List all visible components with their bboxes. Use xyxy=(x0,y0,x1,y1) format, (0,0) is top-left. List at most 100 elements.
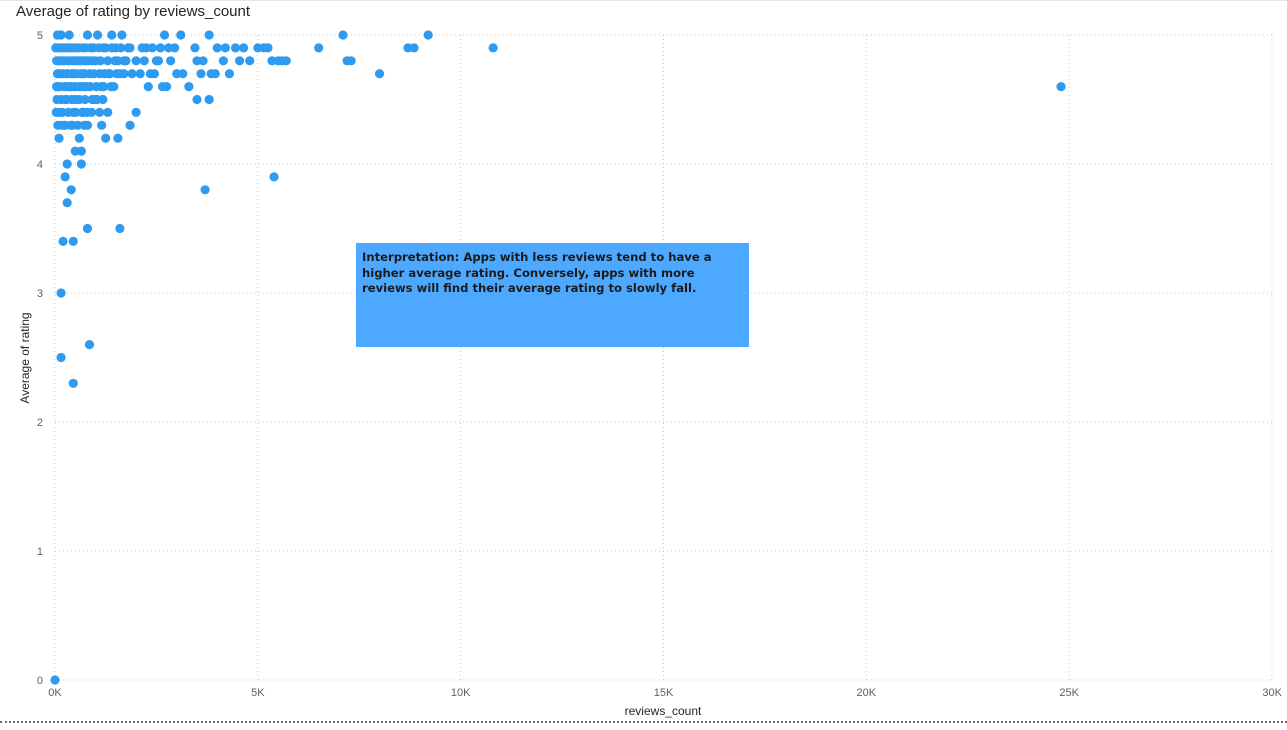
data-point[interactable] xyxy=(64,30,74,40)
data-point[interactable] xyxy=(423,30,433,40)
data-point[interactable] xyxy=(342,56,352,66)
data-point[interactable] xyxy=(113,133,123,143)
data-point[interactable] xyxy=(82,223,93,234)
data-point[interactable] xyxy=(245,56,255,66)
data-point[interactable] xyxy=(84,340,95,350)
data-point[interactable] xyxy=(159,30,170,40)
data-point[interactable] xyxy=(80,94,90,105)
data-point[interactable] xyxy=(141,43,151,53)
data-point[interactable] xyxy=(63,107,73,117)
data-point[interactable] xyxy=(103,107,113,117)
data-point[interactable] xyxy=(50,675,60,685)
data-point[interactable] xyxy=(200,185,210,195)
data-point[interactable] xyxy=(64,43,74,53)
data-point[interactable] xyxy=(82,107,92,117)
data-point[interactable] xyxy=(259,43,269,53)
data-point[interactable] xyxy=(52,30,63,40)
data-point[interactable] xyxy=(53,82,63,92)
data-point[interactable] xyxy=(107,43,117,53)
data-point[interactable] xyxy=(196,69,206,79)
data-point[interactable] xyxy=(92,94,102,105)
data-point[interactable] xyxy=(79,120,89,130)
data-point[interactable] xyxy=(76,159,86,169)
data-point[interactable] xyxy=(234,56,245,66)
data-point[interactable] xyxy=(110,56,120,66)
interpretation-textbox[interactable]: Interpretation: Apps with less reviews t… xyxy=(356,243,749,347)
data-point[interactable] xyxy=(60,172,70,182)
data-point[interactable] xyxy=(99,43,109,53)
data-point[interactable] xyxy=(220,43,230,53)
data-point[interactable] xyxy=(106,82,116,92)
data-point[interactable] xyxy=(143,82,153,92)
data-point[interactable] xyxy=(80,69,90,79)
data-point[interactable] xyxy=(96,82,106,92)
data-point[interactable] xyxy=(273,56,283,66)
data-point[interactable] xyxy=(81,56,91,66)
data-point[interactable] xyxy=(71,69,82,79)
data-point[interactable] xyxy=(212,43,222,53)
data-point[interactable] xyxy=(101,133,111,143)
data-point[interactable] xyxy=(218,56,228,66)
data-point[interactable] xyxy=(90,56,101,66)
data-point[interactable] xyxy=(71,107,81,117)
data-point[interactable] xyxy=(68,378,78,388)
data-point[interactable] xyxy=(115,223,125,234)
data-point[interactable] xyxy=(488,43,498,53)
data-point[interactable] xyxy=(170,43,180,53)
data-point[interactable] xyxy=(224,69,235,79)
data-point[interactable] xyxy=(54,107,65,117)
data-point[interactable] xyxy=(95,107,105,117)
data-point[interactable] xyxy=(190,43,200,53)
data-point[interactable] xyxy=(82,30,93,40)
data-point[interactable] xyxy=(92,30,103,40)
data-point[interactable] xyxy=(125,43,135,53)
data-point[interactable] xyxy=(127,69,137,79)
data-point[interactable] xyxy=(230,43,241,53)
data-point[interactable] xyxy=(56,288,66,298)
data-point[interactable] xyxy=(192,94,202,105)
data-point[interactable] xyxy=(139,56,149,66)
data-point[interactable] xyxy=(54,133,64,143)
data-point[interactable] xyxy=(1056,82,1066,92)
data-point[interactable] xyxy=(155,43,166,53)
data-point[interactable] xyxy=(239,43,249,53)
data-point[interactable] xyxy=(178,69,188,79)
data-point[interactable] xyxy=(314,43,324,53)
data-point[interactable] xyxy=(338,30,348,40)
data-point[interactable] xyxy=(409,43,419,53)
data-point[interactable] xyxy=(131,107,141,117)
data-point[interactable] xyxy=(269,172,279,182)
data-point[interactable] xyxy=(107,30,117,40)
data-point[interactable] xyxy=(121,56,131,66)
data-point[interactable] xyxy=(166,56,176,66)
data-point[interactable] xyxy=(153,56,164,66)
data-point[interactable] xyxy=(125,120,135,130)
data-point[interactable] xyxy=(135,69,145,79)
data-point[interactable] xyxy=(67,94,77,105)
data-point[interactable] xyxy=(58,236,68,246)
data-point[interactable] xyxy=(61,82,71,92)
data-point[interactable] xyxy=(176,30,186,40)
data-point[interactable] xyxy=(81,43,91,53)
data-point[interactable] xyxy=(62,159,72,169)
data-point[interactable] xyxy=(149,69,159,79)
data-point[interactable] xyxy=(204,30,214,40)
data-point[interactable] xyxy=(76,146,86,156)
data-point[interactable] xyxy=(68,236,78,246)
data-point[interactable] xyxy=(57,120,67,130)
data-point[interactable] xyxy=(103,56,113,66)
data-point[interactable] xyxy=(198,56,208,66)
data-point[interactable] xyxy=(131,56,141,66)
data-point[interactable] xyxy=(85,82,95,92)
data-point[interactable] xyxy=(116,43,126,53)
data-point[interactable] xyxy=(184,82,194,92)
data-point[interactable] xyxy=(374,69,385,79)
data-point[interactable] xyxy=(112,69,122,79)
data-point[interactable] xyxy=(103,69,114,79)
data-point[interactable] xyxy=(66,185,76,195)
data-point[interactable] xyxy=(56,352,66,363)
data-point[interactable] xyxy=(67,120,78,130)
data-point[interactable] xyxy=(51,43,61,53)
